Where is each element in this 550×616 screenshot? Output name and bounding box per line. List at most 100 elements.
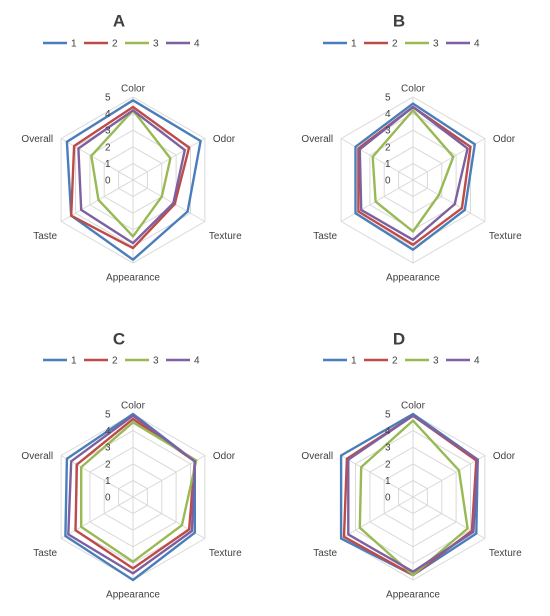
radar-panel-c: C 1 2 3 4 0 1 2 3 4 5 Color Odor Texture Appearance Tas… (21, 329, 242, 600)
tick-label: 5 (385, 93, 391, 104)
series-line-4 (67, 414, 197, 575)
series-line-3 (79, 421, 198, 563)
axis-label-color: Color (121, 84, 146, 95)
axis-label-color: Color (401, 84, 426, 95)
legend: 1 2 3 4 (323, 356, 480, 367)
series-line-2 (69, 105, 191, 250)
tick-label: 4 (385, 109, 391, 120)
radar-grid (340, 96, 486, 264)
tick-label: 3 (105, 443, 111, 454)
axis-label-taste: Taste (33, 548, 57, 559)
legend-label-2: 2 (392, 356, 398, 367)
axis-label-overall: Overall (21, 451, 53, 462)
axis-spoke (412, 179, 486, 222)
tick-label: 1 (105, 159, 111, 170)
radar-panel-b: B 1 2 3 4 0 1 2 3 4 5 Color Odor Texture Appearance Tas… (301, 11, 522, 283)
radar-grid (60, 413, 206, 581)
tick-label: 0 (385, 493, 391, 504)
axis-label-odor: Odor (493, 451, 516, 462)
axis-label-odor: Odor (213, 451, 236, 462)
axis-spoke (340, 455, 414, 498)
series-line-4 (358, 105, 469, 242)
series-line-1 (65, 99, 202, 261)
axis-spoke (132, 138, 206, 181)
legend-label-2: 2 (112, 39, 118, 50)
axis-label-appearance: Appearance (106, 590, 160, 601)
legend-label-3: 3 (153, 356, 159, 367)
axis-spoke (340, 496, 414, 539)
panel-title: B (393, 11, 405, 30)
axis-label-color: Color (121, 401, 146, 412)
series-line-1 (354, 102, 476, 251)
axis-label-color: Color (401, 401, 426, 412)
axis-label-appearance: Appearance (386, 590, 440, 601)
axis-spoke (60, 179, 134, 222)
axis-label-appearance: Appearance (106, 273, 160, 284)
axis-label-taste: Taste (313, 231, 337, 242)
axis-spoke (412, 138, 486, 181)
axis-label-odor: Odor (213, 134, 236, 145)
legend-label-1: 1 (351, 356, 357, 367)
axis-label-taste: Taste (33, 231, 57, 242)
tick-label: 2 (105, 459, 111, 470)
tick-label: 3 (385, 443, 391, 454)
panel-title: C (113, 329, 125, 348)
legend: 1 2 3 4 (323, 39, 480, 50)
tick-label: 2 (385, 142, 391, 153)
series-line-3 (358, 419, 469, 577)
series-line-3 (371, 109, 455, 233)
radar-grid (60, 96, 206, 264)
legend-label-2: 2 (392, 39, 398, 50)
legend-label-4: 4 (474, 39, 480, 50)
axis-label-texture: Texture (489, 548, 522, 559)
series-line-3 (90, 109, 172, 238)
axis-label-texture: Texture (209, 548, 242, 559)
axis-spoke (340, 138, 414, 181)
series-line-2 (357, 105, 472, 246)
tick-label: 3 (385, 126, 391, 137)
tick-label: 0 (105, 176, 111, 187)
legend-label-4: 4 (474, 356, 480, 367)
axis-label-texture: Texture (489, 231, 522, 242)
axis-label-overall: Overall (21, 134, 53, 145)
axis-spoke (60, 455, 134, 498)
axis-spoke (340, 179, 414, 222)
series-line-4 (77, 109, 187, 245)
tick-label: 5 (385, 410, 391, 421)
tick-label: 4 (105, 426, 111, 437)
legend: 1 2 3 4 (43, 356, 200, 367)
legend: 1 2 3 4 (43, 39, 200, 50)
legend-label-3: 3 (433, 356, 439, 367)
tick-label: 1 (105, 476, 111, 487)
tick-label: 5 (105, 93, 111, 104)
tick-label: 5 (105, 410, 111, 421)
axis-spoke (412, 455, 486, 498)
legend-label-1: 1 (71, 356, 77, 367)
panel-title: D (393, 329, 405, 348)
legend-label-3: 3 (433, 39, 439, 50)
tick-label: 2 (105, 142, 111, 153)
legend-label-2: 2 (112, 356, 118, 367)
tick-label: 4 (385, 426, 391, 437)
legend-label-4: 4 (194, 356, 200, 367)
series-line-4 (347, 414, 479, 573)
panel-title: A (113, 11, 125, 30)
axis-label-overall: Overall (301, 134, 333, 145)
legend-label-4: 4 (194, 39, 200, 50)
axis-label-texture: Texture (209, 231, 242, 242)
tick-label: 0 (385, 176, 391, 187)
tick-label: 0 (105, 493, 111, 504)
tick-label: 1 (385, 476, 391, 487)
axis-label-odor: Odor (493, 134, 516, 145)
tick-label: 4 (105, 109, 111, 120)
tick-label: 1 (385, 159, 391, 170)
axis-label-appearance: Appearance (386, 273, 440, 284)
legend-label-1: 1 (351, 39, 357, 50)
tick-label: 2 (385, 459, 391, 470)
axis-spoke (60, 496, 134, 539)
axis-spoke (132, 179, 206, 222)
axis-spoke (132, 455, 206, 498)
axis-label-overall: Overall (301, 451, 333, 462)
legend-label-1: 1 (71, 39, 77, 50)
